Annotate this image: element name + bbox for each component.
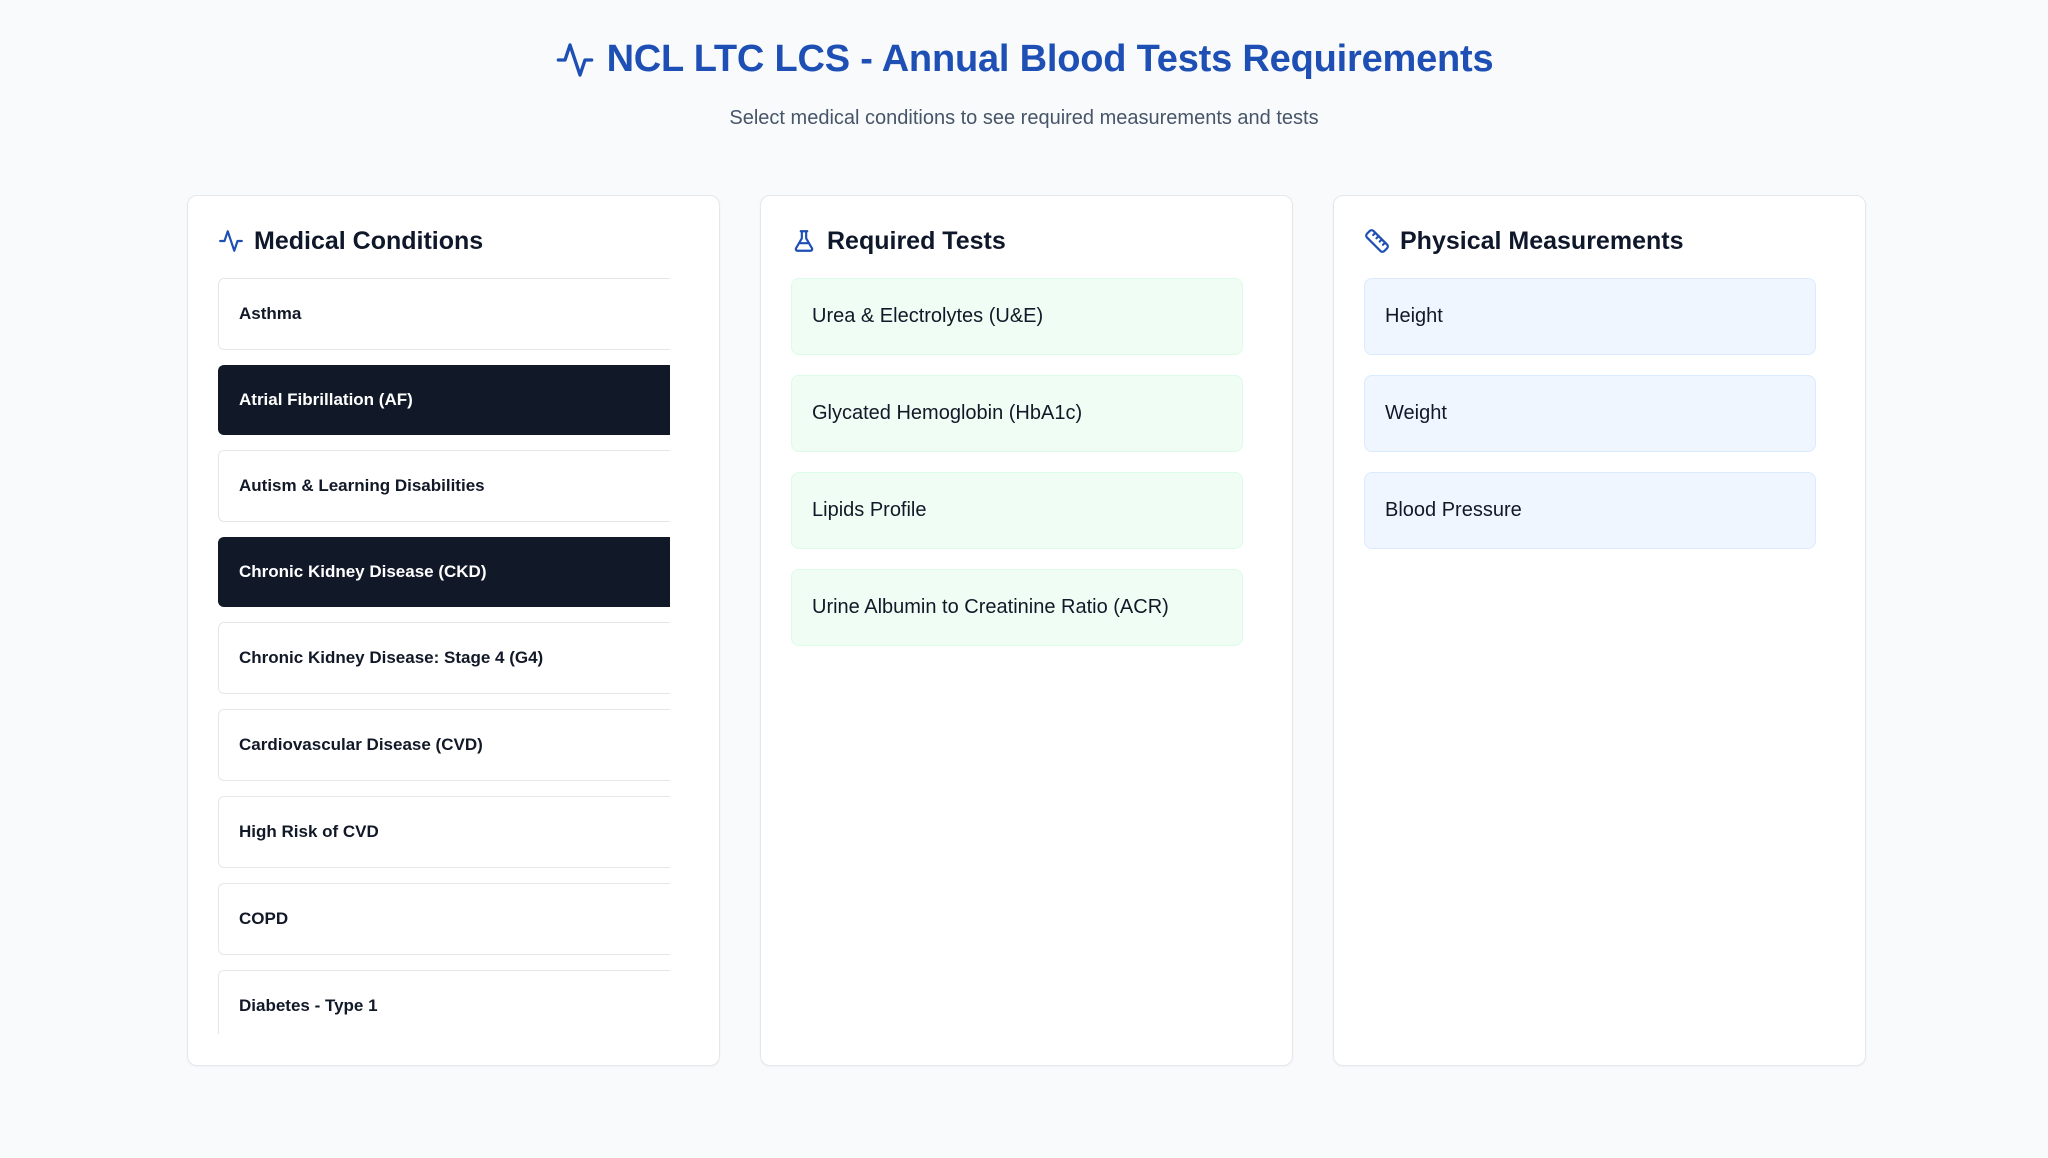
conditions-card-title: Medical Conditions xyxy=(254,226,484,255)
condition-item[interactable]: Asthma xyxy=(218,278,670,350)
columns-container: Medical Conditions Asthma Atrial Fibrilla… xyxy=(187,195,1866,1066)
required-test-item: Urine Albumin to Creatinine Ratio (ACR) xyxy=(791,569,1243,646)
activity-pulse-icon xyxy=(219,230,243,252)
required-test-item: Urea & Electrolytes (U&E) xyxy=(791,278,1243,355)
condition-item[interactable]: Cardiovascular Disease (CVD) xyxy=(218,709,670,781)
measurements-card-title: Physical Measurements xyxy=(1400,226,1684,255)
measurements-card: Physical Measurements Height Weight Blood … xyxy=(1333,195,1866,1066)
conditions-card: Medical Conditions Asthma Atrial Fibrilla… xyxy=(187,195,720,1066)
flask-icon xyxy=(794,230,814,252)
required-test-item: Glycated Hemoglobin (HbA1c) xyxy=(791,375,1243,452)
condition-item[interactable]: Atrial Fibrillation (AF) xyxy=(218,365,670,435)
tests-card: Required Tests Urea & Electrolytes (U&E)… xyxy=(760,195,1293,1066)
measurement-item: Weight xyxy=(1364,375,1816,452)
condition-item[interactable]: Autism & Learning Disabilities xyxy=(218,450,670,522)
condition-item[interactable]: Chronic Kidney Disease: Stage 4 (G4) xyxy=(218,622,670,694)
page-header: NCL LTC LCS - Annual Blood Tests Require… xyxy=(0,0,2048,130)
measurement-item: Height xyxy=(1364,278,1816,355)
tests-card-title: Required Tests xyxy=(827,226,1006,255)
conditions-list[interactable]: Asthma Atrial Fibrillation (AF) Autism & L… xyxy=(218,278,670,1034)
condition-item[interactable]: Diabetes - Type 1 xyxy=(218,970,670,1034)
condition-item[interactable]: High Risk of CVD xyxy=(218,796,670,868)
condition-item[interactable]: COPD xyxy=(218,883,670,955)
page-title-row: NCL LTC LCS - Annual Blood Tests Require… xyxy=(555,38,1494,81)
page-subtitle: Select medical conditions to see require… xyxy=(729,106,1319,129)
activity-pulse-icon xyxy=(556,42,593,77)
measurement-item: Blood Pressure xyxy=(1364,472,1816,549)
measurements-card-header: Physical Measurements xyxy=(1364,224,1835,258)
page-title: NCL LTC LCS - Annual Blood Tests Require… xyxy=(606,38,1494,80)
measurements-list: Height Weight Blood Pressure xyxy=(1364,278,1835,549)
required-test-item: Lipids Profile xyxy=(791,472,1243,549)
tests-list: Urea & Electrolytes (U&E) Glycated Hemogl… xyxy=(791,278,1262,646)
condition-item[interactable]: Chronic Kidney Disease (CKD) xyxy=(218,537,670,607)
conditions-card-header: Medical Conditions xyxy=(218,224,689,258)
tests-card-header: Required Tests xyxy=(791,224,1262,258)
ruler-icon xyxy=(1365,229,1389,253)
